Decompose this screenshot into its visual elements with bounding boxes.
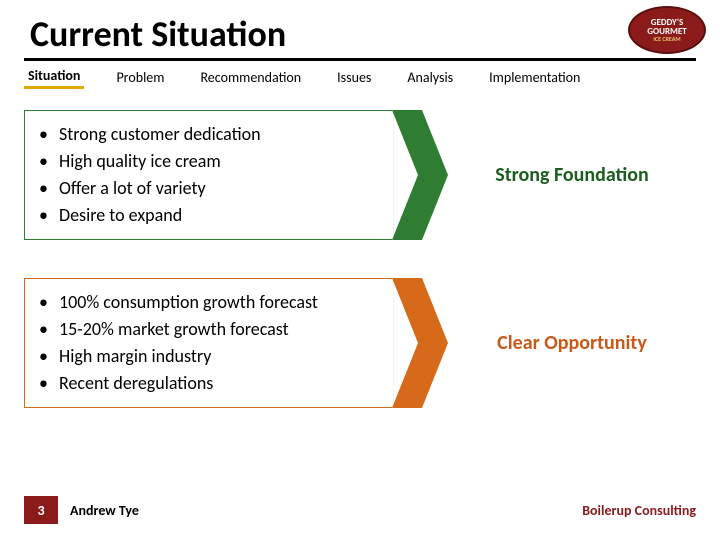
page-number: 3	[24, 496, 58, 524]
slide-title: Current Situation	[0, 0, 720, 56]
bullet-text: Strong customer dedication	[59, 121, 261, 148]
list-item: •100% consumption growth forecast	[39, 289, 379, 316]
author-name: Andrew Tye	[70, 502, 139, 519]
list-item: •Strong customer dedication	[39, 121, 379, 148]
bullet-icon: •	[39, 175, 59, 202]
foundation-bullets: •Strong customer dedication •High qualit…	[24, 110, 394, 240]
nav-recommendation[interactable]: Recommendation	[196, 67, 305, 88]
list-item: •Recent deregulations	[39, 370, 379, 397]
logo-sub: ICE CREAM	[653, 36, 680, 42]
bullet-icon: •	[39, 202, 59, 229]
chevron-icon	[392, 110, 448, 240]
opportunity-bullets: •100% consumption growth forecast •15-20…	[24, 278, 394, 408]
content-area: •Strong customer dedication •High qualit…	[24, 110, 696, 446]
list-item: •High margin industry	[39, 343, 379, 370]
list-item: •15-20% market growth forecast	[39, 316, 379, 343]
bullet-text: High margin industry	[59, 343, 211, 370]
nav-situation[interactable]: Situation	[24, 65, 84, 89]
bullet-icon: •	[39, 289, 59, 316]
bullet-text: Recent deregulations	[59, 370, 213, 397]
bullet-text: 100% consumption growth forecast	[59, 289, 318, 316]
list-item: •High quality ice cream	[39, 148, 379, 175]
bullet-icon: •	[39, 148, 59, 175]
opportunity-summary: Clear Opportunity	[448, 278, 696, 408]
block-foundation: •Strong customer dedication •High qualit…	[24, 110, 696, 240]
nav-issues[interactable]: Issues	[333, 67, 375, 88]
nav-analysis[interactable]: Analysis	[403, 67, 457, 88]
bullet-text: High quality ice cream	[59, 148, 221, 175]
nav-implementation[interactable]: Implementation	[485, 67, 584, 88]
bullet-text: 15-20% market growth forecast	[59, 316, 289, 343]
bullet-icon: •	[39, 121, 59, 148]
slide-footer: 3 Andrew Tye Boilerup Consulting	[24, 496, 696, 524]
list-item: •Offer a lot of variety	[39, 175, 379, 202]
bullet-icon: •	[39, 316, 59, 343]
list-item: •Desire to expand	[39, 202, 379, 229]
bullet-text: Desire to expand	[59, 202, 182, 229]
bullet-icon: •	[39, 370, 59, 397]
chevron-icon	[392, 278, 448, 408]
section-nav: Situation Problem Recommendation Issues …	[0, 61, 720, 89]
bullet-icon: •	[39, 343, 59, 370]
foundation-summary: Strong Foundation	[448, 110, 696, 240]
block-opportunity: •100% consumption growth forecast •15-20…	[24, 278, 696, 408]
brand-logo: GEDDY'S GOURMET ICE CREAM	[628, 6, 706, 54]
nav-problem[interactable]: Problem	[112, 67, 168, 88]
company-name: Boilerup Consulting	[582, 502, 696, 519]
bullet-text: Offer a lot of variety	[59, 175, 206, 202]
